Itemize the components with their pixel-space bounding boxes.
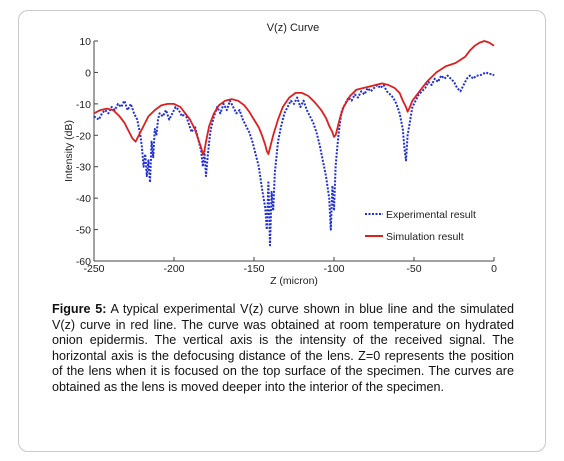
caption-text: A typical experimental V(z) curve shown … <box>52 302 514 394</box>
caption-label: Figure 5: <box>52 302 107 316</box>
figure-caption: Figure 5: A typical experimental V(z) cu… <box>52 302 514 396</box>
y-tick-label: -60 <box>76 256 91 268</box>
x-tick-label: -50 <box>406 263 421 275</box>
y-tick-label: 10 <box>79 36 91 48</box>
x-tick-label: -250 <box>83 263 104 275</box>
y-tick-label: -20 <box>76 130 91 142</box>
x-tick-label: -200 <box>163 263 184 275</box>
x-axis-label: Z (micron) <box>270 275 318 287</box>
x-tick-label: 0 <box>491 263 497 275</box>
legend-label-simulation: Simulation result <box>386 231 464 243</box>
y-tick-label: -10 <box>76 99 91 111</box>
figure-frame <box>18 10 546 452</box>
y-tick-label: -40 <box>76 193 91 205</box>
vz-curve-chart: V(z) Curve -250 -200 -150 -100 -50 0-60-50-40… <box>63 22 497 287</box>
chart-title: V(z) Curve <box>267 22 320 34</box>
y-tick-label: 0 <box>85 67 91 79</box>
y-tick-label: -50 <box>76 225 91 237</box>
x-tick-label: -100 <box>323 263 344 275</box>
legend-label-experimental: Experimental result <box>386 209 476 221</box>
y-tick-label: -30 <box>76 162 91 174</box>
legend: Experimental result Simulation result <box>365 209 476 243</box>
series-layer <box>93 40 495 247</box>
plot-area <box>93 41 494 262</box>
x-tick-label: -150 <box>243 263 264 275</box>
axis-ticks: -250 -200 -150 -100 -50 0-60-50-40-30-20-1001… <box>76 36 497 275</box>
series-line-experimental <box>93 71 495 247</box>
y-axis-label: Intensity (dB) <box>63 120 75 182</box>
series-line-simulation <box>93 40 495 156</box>
